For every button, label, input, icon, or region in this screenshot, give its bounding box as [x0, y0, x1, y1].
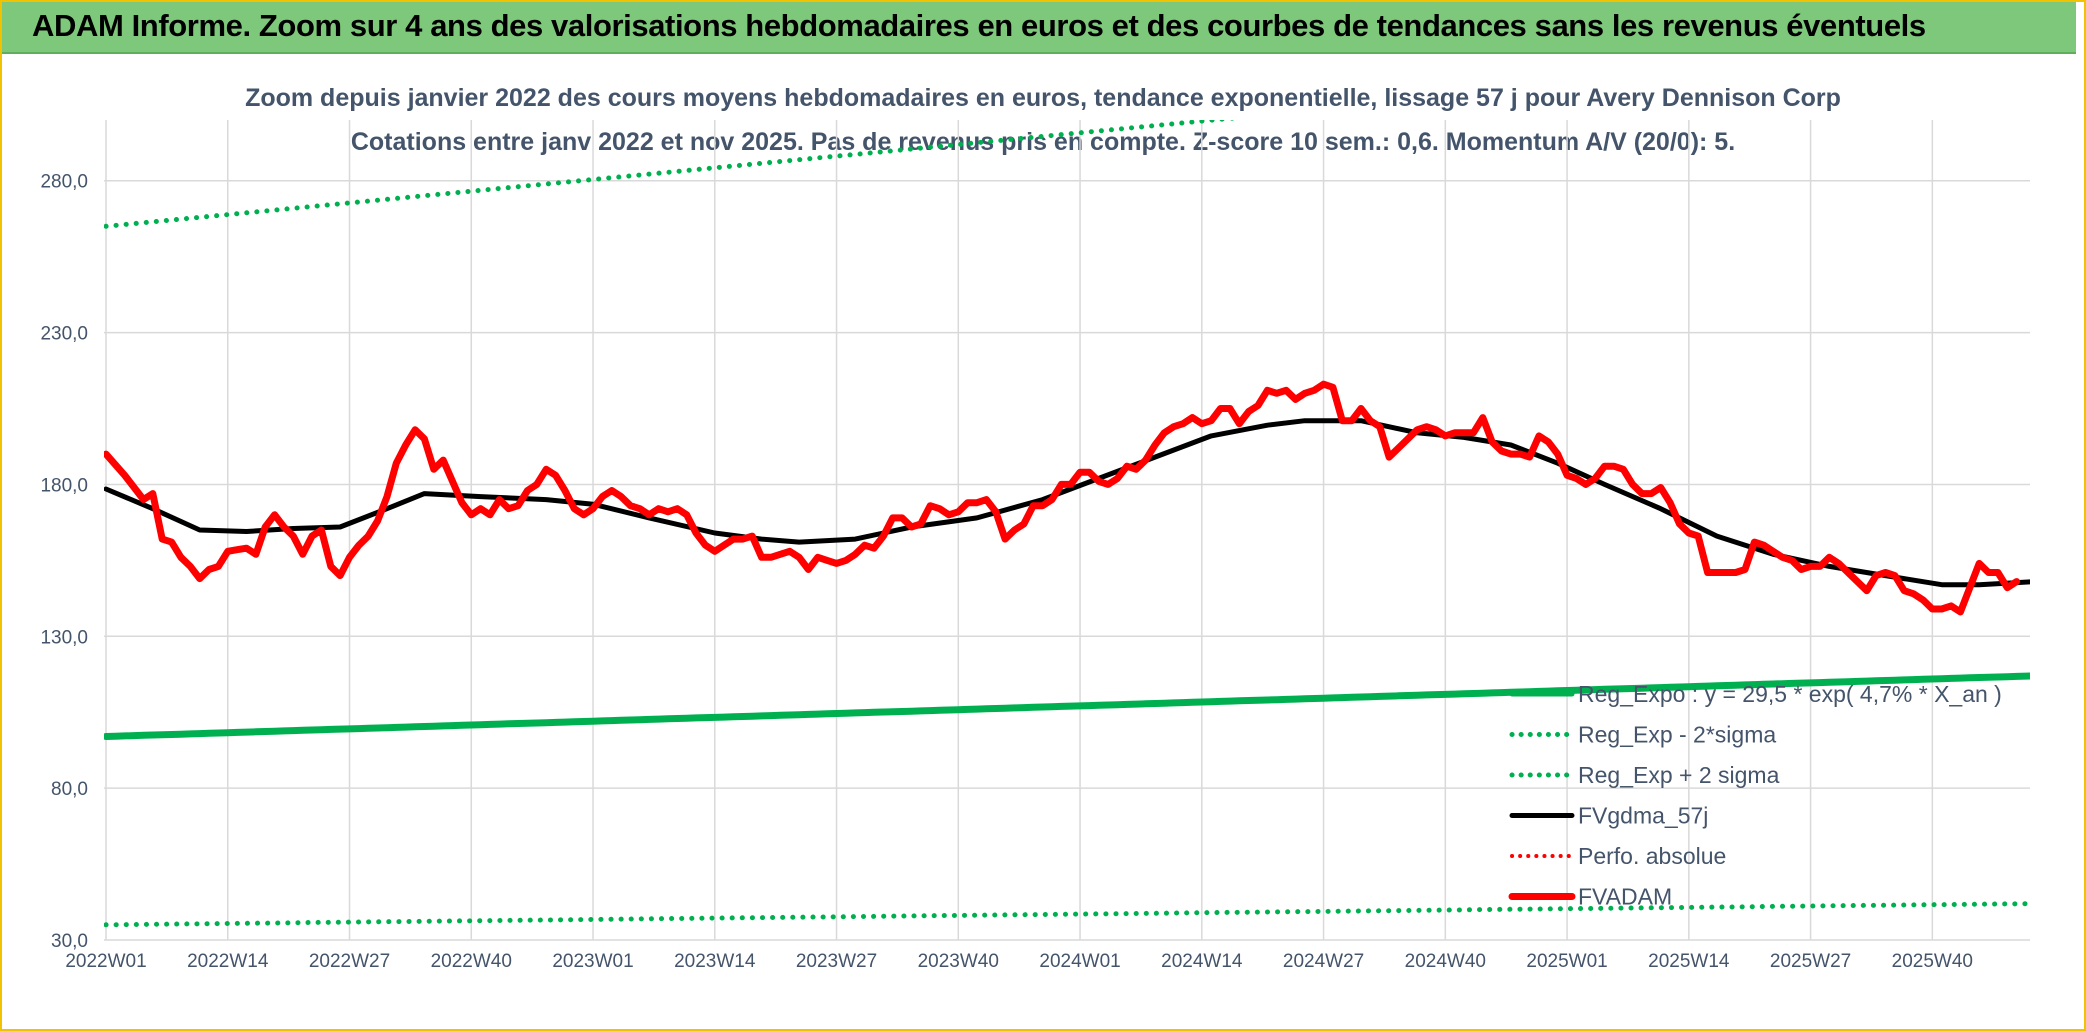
x-tick-label: 2023W14	[674, 951, 756, 972]
report-title: ADAM Informe. Zoom sur 4 ans des valoris…	[32, 8, 1926, 43]
legend-label-perfo: Perfo. absolue	[1578, 843, 1726, 869]
legend-label-fva: FVADAM	[1578, 884, 1672, 910]
y-tick-label: 30,0	[51, 931, 88, 952]
x-tick-label: 2023W40	[918, 951, 999, 972]
chart-legend: Reg_Expo : y = 29,5 * exp( 4,7% * X_an )…	[1508, 681, 2002, 910]
legend-label-high: Reg_Exp + 2 sigma	[1578, 762, 1780, 788]
legend-label-low: Reg_Exp - 2*sigma	[1578, 722, 1776, 748]
report-banner: ADAM Informe. Zoom sur 4 ans des valoris…	[2, 2, 2076, 54]
x-tick-label: 2023W01	[552, 951, 633, 972]
series-lines	[104, 120, 2030, 928]
x-tick-label: 2025W01	[1526, 951, 1607, 972]
x-tick-label: 2025W27	[1770, 951, 1851, 972]
legend-label-fvg: FVgdma_57j	[1578, 803, 1708, 829]
x-tick-label: 2022W40	[431, 951, 512, 972]
series-line-0	[104, 672, 2030, 740]
x-tick-label: 2024W27	[1283, 951, 1364, 972]
x-tick-label: 2022W27	[309, 951, 390, 972]
y-tick-label: 130,0	[40, 627, 88, 648]
y-tick-label: 80,0	[51, 779, 88, 800]
series-line-4	[104, 380, 2021, 616]
x-axis: 2022W01 2022W14 2022W27 2022W40 2023W01 2023W…	[65, 951, 1973, 972]
x-tick-label: 2025W14	[1648, 951, 1730, 972]
series-line-2	[104, 120, 1240, 229]
y-tick-label: 280,0	[40, 172, 88, 193]
grid-lines	[104, 120, 2030, 941]
x-tick-label: 2022W14	[187, 951, 269, 972]
x-tick-label: 2024W01	[1039, 951, 1120, 972]
x-tick-label: 2023W27	[796, 951, 877, 972]
series-line-1	[104, 901, 2030, 928]
chart-subtitle: Cotations entre janv 2022 et nov 2025. P…	[350, 128, 1736, 156]
x-tick-label: 2024W14	[1161, 951, 1243, 972]
x-tick-label: 2022W01	[65, 951, 146, 972]
series-line-3	[104, 418, 2030, 588]
x-tick-label: 2025W40	[1892, 951, 1973, 972]
chart-title: Zoom depuis janvier 2022 des cours moyen…	[245, 84, 1841, 112]
y-tick-label: 180,0	[40, 475, 88, 496]
y-tick-label: 230,0	[40, 324, 88, 345]
legend-label-reg: Reg_Expo : y = 29,5 * exp( 4,7% * X_an )	[1578, 681, 2002, 707]
x-tick-label: 2024W40	[1405, 951, 1486, 972]
y-axis: 30,0 80,0 130,0 180,0 230,0 280,0	[40, 172, 88, 952]
